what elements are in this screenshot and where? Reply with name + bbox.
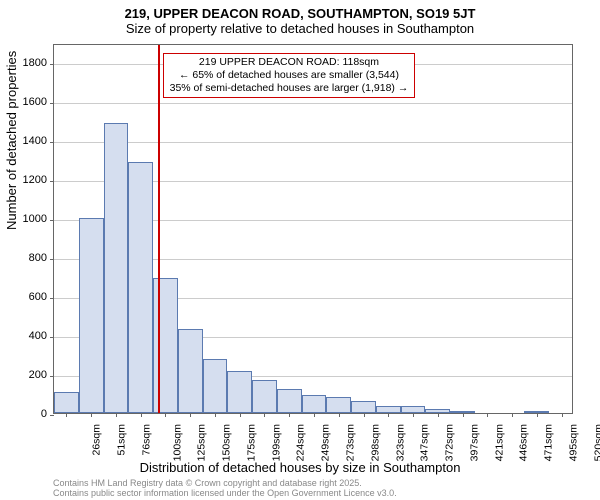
histogram-bar xyxy=(178,329,203,413)
y-tick-label: 800 xyxy=(7,252,47,264)
y-tick-label: 600 xyxy=(7,291,47,303)
y-tick-label: 1800 xyxy=(7,57,47,69)
histogram-bar xyxy=(425,409,450,413)
y-tick-label: 1000 xyxy=(7,213,47,225)
histogram-bar xyxy=(351,401,376,413)
histogram-bar xyxy=(401,406,426,413)
x-tick-label: 199sqm xyxy=(270,424,282,461)
chart-area: 219 UPPER DEACON ROAD: 118sqm ← 65% of d… xyxy=(53,44,573,414)
histogram-bar xyxy=(79,218,104,413)
y-tick-label: 1200 xyxy=(7,174,47,186)
histogram-bar xyxy=(252,380,277,413)
histogram-bar xyxy=(104,123,129,413)
y-tick-label: 400 xyxy=(7,330,47,342)
x-tick-label: 224sqm xyxy=(295,424,307,461)
histogram-bars xyxy=(54,45,572,413)
x-tick-label: 372sqm xyxy=(443,424,455,461)
callout-box: 219 UPPER DEACON ROAD: 118sqm ← 65% of d… xyxy=(163,53,416,98)
y-tick-label: 1400 xyxy=(7,135,47,147)
x-tick-label: 249sqm xyxy=(320,424,332,461)
x-tick-label: 471sqm xyxy=(542,424,554,461)
histogram-bar xyxy=(524,411,549,413)
x-tick-label: 347sqm xyxy=(419,424,431,461)
x-tick-label: 421sqm xyxy=(493,424,505,461)
y-tick-label: 1600 xyxy=(7,96,47,108)
x-tick-label: 520sqm xyxy=(592,424,600,461)
x-tick-label: 446sqm xyxy=(518,424,530,461)
histogram-bar xyxy=(54,392,79,413)
histogram-bar xyxy=(128,162,153,413)
callout-line-3: 35% of semi-detached houses are larger (… xyxy=(170,82,409,95)
footer-line-1: Contains HM Land Registry data © Crown c… xyxy=(53,478,397,488)
histogram-bar xyxy=(277,389,302,413)
histogram-bar xyxy=(227,371,252,413)
callout-line-2: ← 65% of detached houses are smaller (3,… xyxy=(170,69,409,82)
x-tick-label: 51sqm xyxy=(116,424,128,456)
x-tick-label: 175sqm xyxy=(245,424,257,461)
y-tick-label: 200 xyxy=(7,369,47,381)
footer-line-2: Contains public sector information licen… xyxy=(53,488,397,498)
x-tick-label: 298sqm xyxy=(369,424,381,461)
histogram-bar xyxy=(450,411,475,413)
x-tick-label: 26sqm xyxy=(91,424,103,456)
x-tick-label: 323sqm xyxy=(394,424,406,461)
chart-title-sub: Size of property relative to detached ho… xyxy=(0,21,600,40)
histogram-bar xyxy=(376,406,401,413)
x-axis-title: Distribution of detached houses by size … xyxy=(0,460,600,475)
histogram-bar xyxy=(302,395,327,414)
x-tick-label: 273sqm xyxy=(344,424,356,461)
x-tick-label: 397sqm xyxy=(468,424,480,461)
marker-vertical-line xyxy=(158,45,160,413)
histogram-bar xyxy=(326,397,351,413)
x-tick-label: 125sqm xyxy=(196,424,208,461)
x-tick-label: 76sqm xyxy=(140,424,152,456)
callout-line-1: 219 UPPER DEACON ROAD: 118sqm xyxy=(170,56,409,69)
chart-title-main: 219, UPPER DEACON ROAD, SOUTHAMPTON, SO1… xyxy=(0,0,600,21)
y-tick-label: 0 xyxy=(7,408,47,420)
x-tick-label: 150sqm xyxy=(221,424,233,461)
histogram-bar xyxy=(203,359,228,413)
x-tick-label: 100sqm xyxy=(171,424,183,461)
plot-area: 219 UPPER DEACON ROAD: 118sqm ← 65% of d… xyxy=(53,44,573,414)
x-tick-label: 495sqm xyxy=(567,424,579,461)
footer-attribution: Contains HM Land Registry data © Crown c… xyxy=(53,478,397,499)
